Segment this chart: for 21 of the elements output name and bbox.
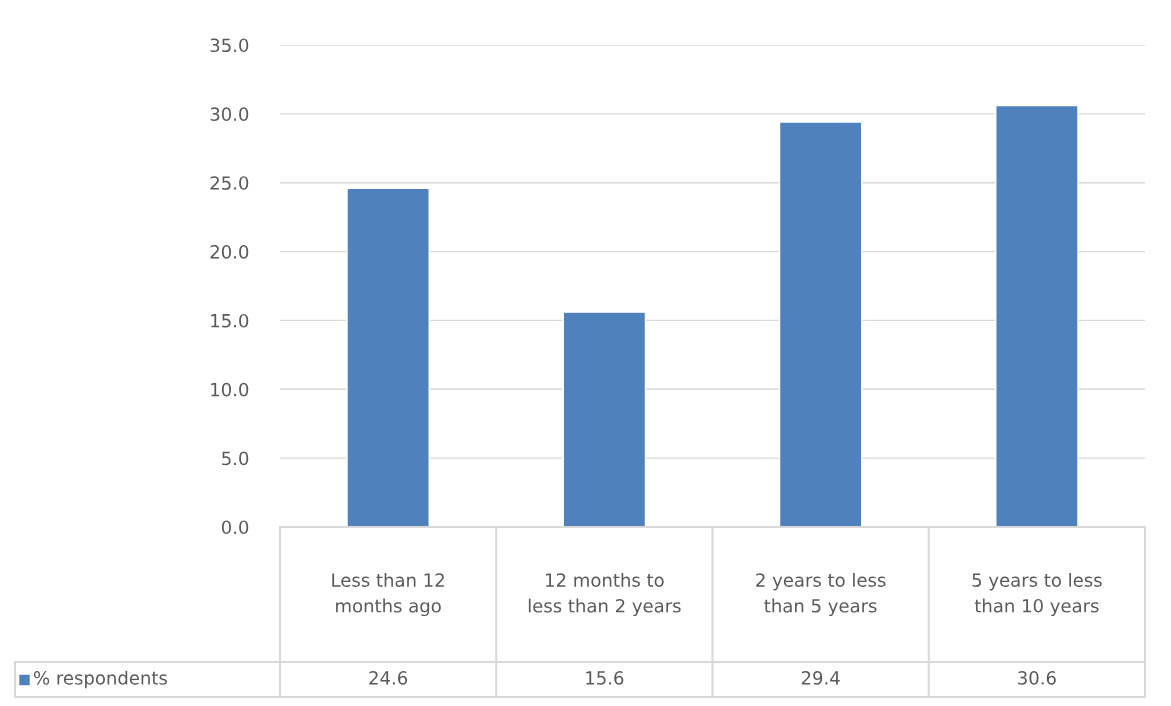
bar bbox=[562, 311, 647, 527]
y-tick-label: 30.0 bbox=[210, 107, 249, 121]
y-tick-label: 10.0 bbox=[211, 382, 249, 397]
legend-label: % respondents bbox=[34, 670, 167, 689]
x-tick-label: 5 years to less than 10 years bbox=[972, 572, 1102, 617]
y-tick-label: 15.0 bbox=[211, 313, 249, 328]
data-label: 29.4 bbox=[801, 671, 840, 685]
y-tick-label: 25.0 bbox=[210, 176, 249, 190]
bar bbox=[995, 104, 1079, 527]
x-tick-label: 2 years to less than 5 years bbox=[756, 572, 886, 617]
y-tick-label: 20.0 bbox=[210, 245, 249, 259]
bar bbox=[778, 121, 863, 527]
data-label: 30.6 bbox=[1018, 671, 1056, 685]
y-tick-label: 0.0 bbox=[221, 520, 249, 535]
data-label: 24.6 bbox=[369, 671, 408, 685]
x-tick-label: Less than 12 months ago bbox=[332, 572, 444, 617]
y-tick-label: 35.0 bbox=[210, 38, 249, 53]
bar bbox=[346, 187, 430, 527]
y-tick-label: 5.0 bbox=[222, 451, 249, 466]
data-label: 15.6 bbox=[586, 671, 624, 685]
x-tick-label: 12 months to less than 2 years bbox=[528, 572, 681, 617]
